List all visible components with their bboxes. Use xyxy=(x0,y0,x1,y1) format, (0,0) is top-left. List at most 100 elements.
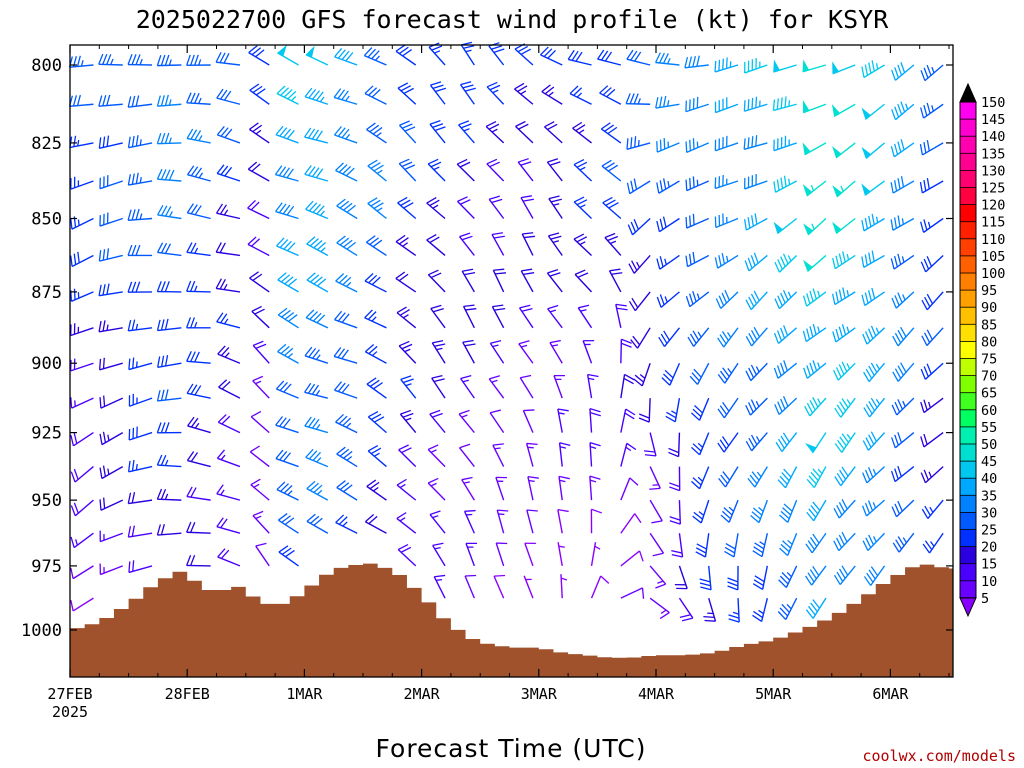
barb-half-feather xyxy=(578,129,585,134)
barb-feather xyxy=(491,232,503,236)
colorbar-label: 120 xyxy=(981,198,1005,214)
barb-feather xyxy=(897,292,903,304)
barb-feather xyxy=(190,555,196,566)
barb-feather xyxy=(306,513,316,522)
barb-feather xyxy=(894,503,900,515)
colorbar-segment xyxy=(960,187,976,205)
barb-feather xyxy=(547,158,559,163)
barb-feather xyxy=(127,460,131,472)
barb-feather xyxy=(920,401,925,413)
barb-feather xyxy=(862,440,869,451)
wind-barb xyxy=(599,85,622,105)
wind-barb xyxy=(157,204,182,220)
barb-feather xyxy=(224,128,233,138)
wind-barb xyxy=(216,164,241,182)
terrain-layer xyxy=(70,563,953,677)
barb-feather xyxy=(135,244,141,256)
barb-feather xyxy=(691,480,701,490)
barb-half-feather xyxy=(198,59,202,66)
colorbar-segment xyxy=(960,307,976,325)
barb-feather xyxy=(720,514,730,523)
barb-feather xyxy=(219,242,226,253)
colorbar-label: 80 xyxy=(981,334,997,350)
barb-feather xyxy=(541,84,551,93)
barb-half-feather xyxy=(811,223,815,230)
barb-feather xyxy=(894,401,901,413)
barb-feather xyxy=(369,481,380,490)
wind-barb xyxy=(574,269,593,293)
barb-half-feather xyxy=(931,105,934,112)
barb-feather xyxy=(753,610,763,619)
barb-half-feather xyxy=(639,374,646,379)
barb-shaft xyxy=(678,533,684,558)
wind-barb xyxy=(523,575,534,599)
barb-feather xyxy=(312,451,321,461)
barb-feather xyxy=(719,405,728,415)
wind-barb xyxy=(628,254,651,274)
barb-shaft xyxy=(696,362,710,385)
barb-feather xyxy=(892,335,899,347)
wind-barb xyxy=(429,120,446,144)
barb-shaft xyxy=(485,125,505,144)
barb-feather xyxy=(559,442,571,446)
terrain-fill xyxy=(70,563,953,677)
wind-barb xyxy=(304,165,329,182)
barb-feather xyxy=(493,235,505,239)
barb-feather xyxy=(924,296,931,308)
barb-feather xyxy=(308,347,317,358)
barb-shaft xyxy=(187,212,211,220)
barb-feather xyxy=(719,439,727,450)
barb-feather xyxy=(337,127,346,137)
barb-half-feather xyxy=(168,99,172,106)
wind-barb xyxy=(833,499,856,519)
wind-barb xyxy=(127,208,153,221)
barb-feather xyxy=(651,520,663,524)
colorbar-label: 85 xyxy=(981,317,997,333)
barb-feather xyxy=(868,434,875,445)
wind-barb xyxy=(496,509,509,534)
barb-half-feather xyxy=(528,479,535,483)
barb-shaft xyxy=(517,161,534,182)
barb-shaft xyxy=(398,345,417,364)
barb-feather xyxy=(778,579,787,589)
barb-feather xyxy=(780,510,790,520)
barb-feather xyxy=(897,141,902,153)
wind-barb xyxy=(395,44,417,66)
barb-feather xyxy=(809,326,814,338)
barb-feather xyxy=(900,176,905,188)
barb-feather xyxy=(335,413,344,423)
barb-feather xyxy=(750,515,760,524)
barb-feather xyxy=(841,531,848,543)
barb-feather xyxy=(753,546,764,554)
barb-feather xyxy=(250,410,262,418)
barb-feather xyxy=(835,255,840,267)
barb-feather xyxy=(547,268,559,274)
barb-feather xyxy=(157,204,164,216)
barb-half-feather xyxy=(345,422,352,428)
wind-barb xyxy=(156,94,182,107)
barb-feather xyxy=(400,546,412,553)
barb-feather xyxy=(164,422,170,433)
barb-feather xyxy=(164,318,169,330)
barb-feather xyxy=(780,292,786,304)
barb-feather xyxy=(339,482,350,491)
barb-feather xyxy=(305,309,315,319)
x-tick-label: 4MAR xyxy=(638,685,675,703)
barb-feather xyxy=(897,465,902,477)
wind-barb xyxy=(127,525,153,538)
barb-feather xyxy=(748,367,755,379)
wind-barb xyxy=(526,509,538,534)
barb-feather xyxy=(156,319,161,331)
barb-shaft xyxy=(894,466,915,483)
barb-feather xyxy=(460,123,472,129)
barb-shaft xyxy=(157,464,182,468)
barb-feather xyxy=(663,373,672,383)
barb-feather xyxy=(649,487,661,490)
wind-barb xyxy=(128,357,153,371)
barb-feather xyxy=(346,241,357,250)
wind-barb xyxy=(491,304,506,329)
wind-barb xyxy=(252,340,270,364)
barb-half-feather xyxy=(139,213,143,220)
credit-link[interactable]: coolwx.com/models xyxy=(862,747,1016,765)
barb-shaft xyxy=(216,493,241,501)
